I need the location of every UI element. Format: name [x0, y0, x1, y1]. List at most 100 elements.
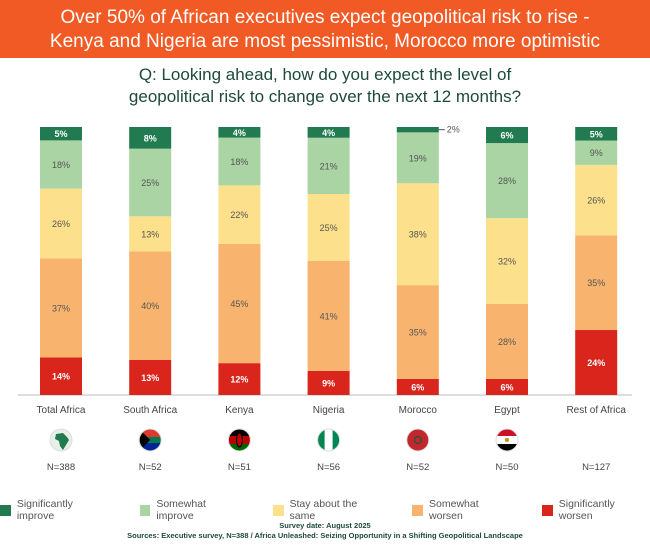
- sample-size-label: N=127: [582, 462, 610, 473]
- bar-segment: [218, 137, 261, 186]
- bar-segment: [486, 127, 528, 144]
- data-label: 4%: [233, 128, 246, 138]
- data-label: 32%: [498, 257, 516, 267]
- legend-swatch: [0, 504, 11, 516]
- data-label: 38%: [409, 230, 427, 240]
- bar-segment: [396, 378, 439, 395]
- data-label: 18%: [52, 160, 70, 170]
- bar-segment: [40, 140, 82, 189]
- data-label: 9%: [322, 378, 335, 388]
- bar-segment: [575, 164, 618, 236]
- legend-swatch: [272, 504, 284, 516]
- bar-segment: [129, 216, 172, 252]
- data-label: 25%: [141, 178, 159, 188]
- legend-swatch: [412, 504, 424, 516]
- bar-segment: [40, 127, 82, 141]
- data-label: 35%: [587, 278, 605, 288]
- data-label: 4%: [322, 128, 335, 138]
- category-label: Total Africa: [37, 405, 86, 416]
- bar-segment: [218, 363, 261, 395]
- bar-segment: [307, 370, 350, 395]
- stacked-bar-chart: 14% 37% 26% 18% 5% Total Africa N=388 13% 40% 13%…: [18, 125, 632, 473]
- bar-segment: [40, 188, 82, 259]
- bar-segment: [307, 261, 350, 371]
- category-label: Morocco: [399, 405, 438, 416]
- nigeria-flag-icon: [317, 428, 341, 452]
- data-label: 28%: [498, 337, 516, 347]
- data-label: 22%: [230, 210, 248, 220]
- africa-map-icon: [49, 428, 73, 452]
- legend-swatch: [541, 504, 553, 516]
- bar-segment: [307, 194, 350, 261]
- bar-segment: [218, 127, 261, 138]
- data-label: 13%: [141, 229, 159, 239]
- sample-size-label: N=52: [406, 462, 429, 473]
- data-label: 28%: [498, 176, 516, 186]
- legend-item: Significantly improve: [0, 498, 112, 522]
- bar-segment: [307, 137, 350, 194]
- legend-item: Somewhat improve: [139, 498, 245, 522]
- egypt-flag-icon: [495, 428, 519, 452]
- sample-size-label: N=56: [317, 462, 340, 473]
- data-label: 5%: [590, 129, 603, 139]
- category-label: Nigeria: [313, 405, 345, 416]
- data-label: 8%: [144, 133, 157, 143]
- bar-segment: [575, 127, 618, 141]
- legend-label: Stay about the same: [289, 498, 358, 522]
- data-label: 12%: [230, 375, 248, 385]
- bar-segment: [129, 359, 172, 395]
- data-label: 40%: [141, 301, 159, 311]
- bar-segment: [218, 185, 261, 244]
- data-label: 24%: [587, 358, 605, 368]
- data-label: 5%: [54, 129, 67, 139]
- legend-item: Somewhat worsen: [412, 498, 514, 522]
- data-label: 14%: [52, 372, 70, 382]
- data-label: 45%: [230, 299, 248, 309]
- footer: Survey date: August 2025 Sources: Execut…: [0, 521, 650, 541]
- bar-segment: [129, 127, 172, 149]
- data-label: 6%: [411, 382, 424, 392]
- bar-segment: [486, 303, 528, 379]
- subtitle-line-1: Q: Looking ahead, how do you expect the …: [138, 65, 512, 84]
- morocco-flag-icon: [406, 428, 430, 452]
- bar-segment: [396, 132, 439, 184]
- subtitle-line-2: geopolitical risk to change over the nex…: [128, 87, 522, 106]
- bar-segment: [40, 357, 82, 395]
- bar-segment: [40, 258, 82, 358]
- legend-label: Significantly worsen: [558, 498, 615, 522]
- bar-segment: [486, 378, 528, 395]
- bar-segment: [129, 251, 172, 360]
- data-label: 21%: [320, 161, 338, 171]
- bar-segment: [396, 285, 439, 379]
- bar-segment: [396, 127, 439, 133]
- data-label: 26%: [587, 196, 605, 206]
- annotation-label: 2%: [447, 125, 460, 135]
- legend: Significantly improve Somewhat improve Sta…: [0, 498, 650, 522]
- bar-segment: [575, 235, 618, 331]
- data-label: 37%: [52, 303, 70, 313]
- data-label: 13%: [141, 373, 159, 383]
- bar-segment: [486, 143, 528, 219]
- data-label: 26%: [52, 219, 70, 229]
- south-africa-flag-icon: [138, 428, 162, 452]
- data-label: 6%: [500, 382, 513, 392]
- legend-swatch: [139, 504, 151, 516]
- survey-date: Survey date: August 2025: [279, 521, 371, 530]
- legend-item: Significantly worsen: [541, 498, 650, 522]
- sources: Sources: Executive survey, N=388 / Afric…: [127, 531, 523, 540]
- data-label: 41%: [320, 311, 338, 321]
- data-label: 25%: [320, 223, 338, 233]
- chart-subtitle: Q: Looking ahead, how do you expect the …: [0, 64, 650, 108]
- category-label: Kenya: [225, 405, 254, 416]
- legend-item: Stay about the same: [272, 498, 385, 522]
- bar-segment: [575, 330, 618, 395]
- data-label: 9%: [590, 148, 603, 158]
- kenya-flag-icon: [227, 428, 251, 452]
- legend-label: Somewhat worsen: [429, 498, 479, 522]
- category-label: South Africa: [123, 405, 177, 416]
- data-label: 6%: [500, 131, 513, 141]
- data-label: 18%: [230, 157, 248, 167]
- data-label: 35%: [409, 328, 427, 338]
- legend-label: Somewhat improve: [156, 498, 206, 522]
- title-line-2: Kenya and Nigeria are most pessimistic, …: [49, 31, 601, 52]
